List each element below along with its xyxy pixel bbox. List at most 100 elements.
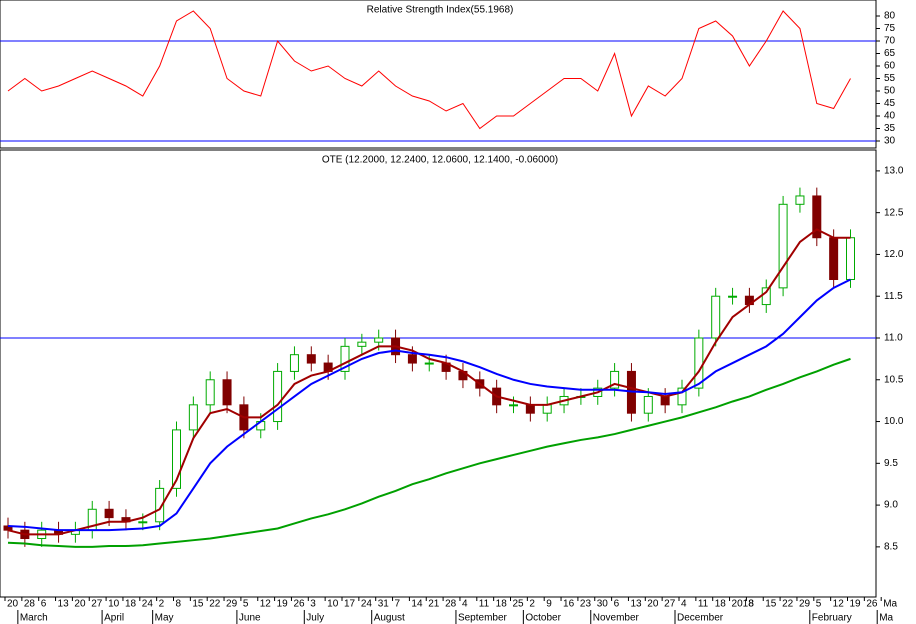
y-tick-label: 10.5: [884, 374, 904, 385]
candle-body: [610, 370, 620, 389]
x-tick-label: 14: [411, 599, 423, 610]
candle-body: [155, 487, 165, 523]
candle-body: [812, 195, 822, 239]
x-tick-label: 29: [799, 599, 811, 610]
month-label: September: [458, 613, 508, 624]
candle-body: [407, 354, 417, 364]
candle-body: [694, 337, 704, 389]
candle-body: [306, 354, 316, 364]
x-tick-label: 18: [496, 599, 508, 610]
y-tick-label: 70: [884, 36, 896, 47]
x-tick-label: 10: [327, 599, 339, 610]
candle-body: [509, 404, 518, 407]
candle-body: [188, 404, 198, 431]
x-tick-label: 17: [344, 599, 356, 610]
x-tick-label: 15: [765, 599, 777, 610]
x-tick-label: 2: [159, 599, 165, 610]
candle-body: [138, 521, 148, 524]
x-tick-label: 2: [529, 599, 535, 610]
candle-body: [205, 379, 215, 406]
candle-body: [829, 237, 839, 281]
x-tick-label: 12: [260, 599, 272, 610]
x-tick-label: 20: [74, 599, 86, 610]
price-title: OTE (12.2000, 12.2400, 12.0600, 12.1400,…: [322, 155, 558, 166]
x-tick-label: 27: [91, 599, 103, 610]
x-tick-label: 19: [277, 599, 289, 610]
y-tick-label: 12.5: [884, 207, 904, 218]
candle-body: [289, 354, 299, 372]
candle-body: [728, 295, 738, 298]
x-tick-label: 6: [41, 599, 47, 610]
candle-body: [424, 362, 434, 365]
x-tick-label: 20: [7, 599, 19, 610]
candle-body: [778, 203, 788, 289]
candle-body: [711, 295, 721, 339]
x-tick-label: 18: [715, 599, 727, 610]
x-tick-label: 11: [698, 599, 709, 610]
month-label: May: [155, 613, 174, 624]
month-label: February: [812, 613, 852, 624]
y-tick-label: 35: [884, 123, 896, 134]
candle-body: [273, 370, 283, 423]
month-label: June: [239, 613, 261, 624]
x-tick-label: 11: [479, 599, 490, 610]
y-tick-label: 40: [884, 111, 896, 122]
y-tick-label: 80: [884, 11, 896, 22]
y-tick-label: 65: [884, 48, 896, 59]
x-tick-label: 5: [816, 599, 822, 610]
x-tick-label: 25: [513, 599, 525, 610]
candle-body: [542, 404, 552, 414]
x-tick-label: 20: [647, 599, 659, 610]
x-tick-label: 4: [681, 599, 687, 610]
x-tick-label: 23: [580, 599, 592, 610]
month-label: October: [525, 613, 561, 624]
month-label: November: [593, 613, 640, 624]
x-tick-label: 21: [428, 599, 440, 610]
line-series: [7, 228, 851, 536]
x-tick-label: 6: [614, 599, 620, 610]
y-tick-label: 10.0: [884, 416, 904, 427]
x-tick-label: 9: [546, 599, 552, 610]
x-tick-label: 13: [58, 599, 70, 610]
x-tick-label: 26: [293, 599, 305, 610]
candle-body: [677, 387, 687, 406]
y-tick-label: 60: [884, 61, 896, 72]
line-series: [7, 278, 851, 532]
x-tick-label: 31: [378, 599, 390, 610]
candle-body: [643, 395, 653, 414]
x-tick-label: Ma: [883, 599, 897, 610]
candle-body: [340, 345, 350, 372]
rsi-title: Relative Strength Index(55.1968): [367, 5, 514, 16]
x-tick-label: 24: [142, 599, 154, 610]
x-tick-label: 28: [24, 599, 36, 610]
candle-body: [795, 195, 805, 205]
rsi-panel: [0, 0, 877, 149]
x-tick-label: 13: [630, 599, 642, 610]
candle-body: [525, 404, 535, 414]
x-tick-label: 28: [445, 599, 457, 610]
y-tick-label: 45: [884, 98, 896, 109]
candle-body: [357, 341, 367, 347]
x-tick-label: 26: [866, 599, 878, 610]
x-tick-label: 24: [361, 599, 373, 610]
month-label: Ma: [879, 613, 893, 624]
y-tick-label: 11.5: [884, 291, 903, 302]
x-tick-label: 18: [125, 599, 137, 610]
month-label: April: [104, 613, 124, 624]
y-tick-label: 75: [884, 23, 896, 34]
y-tick-label: 8.5: [884, 542, 898, 553]
y-tick-label: 30: [884, 136, 896, 147]
x-tick-label: 5: [243, 599, 249, 610]
candle-body: [660, 395, 670, 406]
month-label: July: [306, 613, 324, 624]
line-series: [7, 10, 851, 130]
x-tick-label: 27: [664, 599, 676, 610]
candle-body: [846, 237, 855, 281]
x-tick-label: 3: [310, 599, 316, 610]
month-label: December: [677, 613, 724, 624]
x-tick-label: 10: [108, 599, 120, 610]
candle-body: [374, 337, 384, 343]
x-tick-label: 30: [597, 599, 609, 610]
x-tick-label: 15: [192, 599, 204, 610]
